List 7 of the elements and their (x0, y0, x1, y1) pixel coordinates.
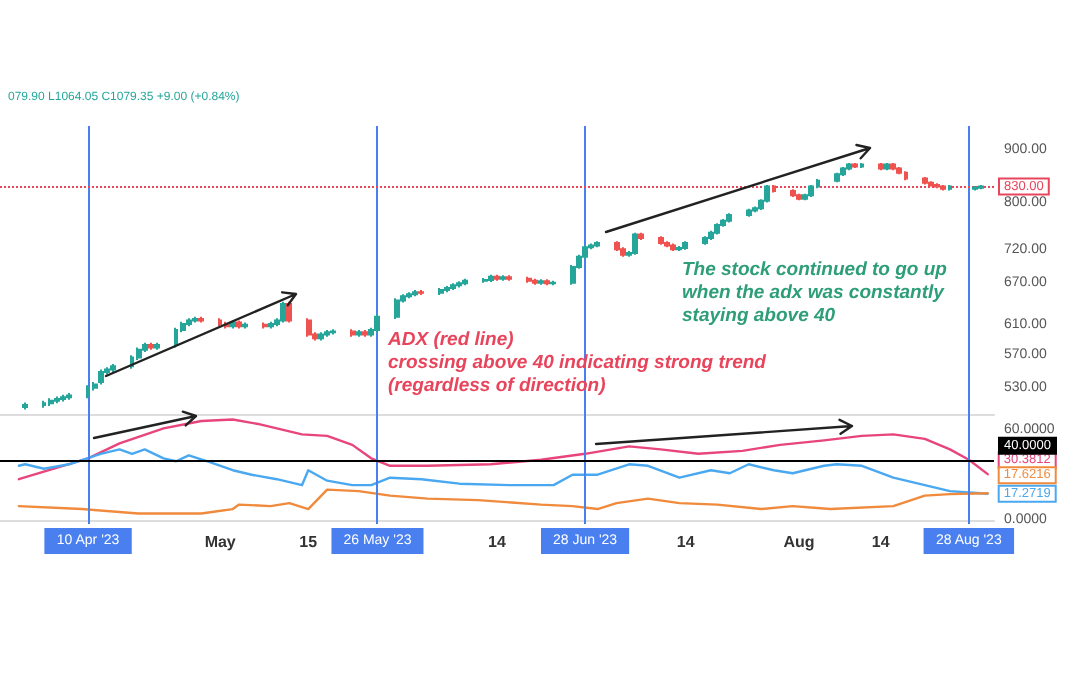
x-tick-label: Aug (783, 533, 815, 551)
x-tick-label: May (204, 533, 237, 551)
x-tick-label: 14 (871, 533, 891, 551)
x-tick-label: 14 (488, 533, 507, 551)
x-tick-label: 15 (299, 533, 319, 551)
x-tick-label: 14 (676, 533, 696, 551)
annotation: The stock continued to go up when the adx was constantly staying above 40 (682, 258, 948, 327)
